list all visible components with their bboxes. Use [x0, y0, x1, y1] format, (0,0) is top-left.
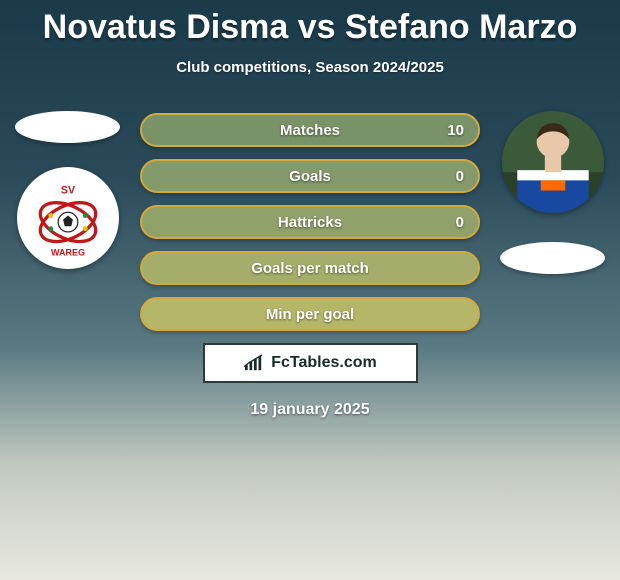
subtitle: Club competitions, Season 2024/2025 [0, 59, 620, 76]
page-title: Novatus Disma vs Stefano Marzo [0, 0, 620, 47]
stat-label: Hattricks [278, 214, 342, 231]
svg-text:WAREG: WAREG [51, 248, 85, 258]
right-name-pill [500, 242, 605, 274]
date-text: 19 january 2025 [0, 401, 620, 419]
left-player-column: SV WAREG [10, 111, 125, 269]
stat-row-hattricks: Hattricks 0 [140, 205, 480, 239]
right-player-column [495, 111, 610, 274]
club-badge-icon: SV WAREG [27, 177, 109, 259]
stat-row-matches: Matches 10 [140, 113, 480, 147]
left-club-logo: SV WAREG [17, 167, 119, 269]
stats-list: Matches 10 Goals 0 Hattricks 0 Goals per… [140, 111, 480, 331]
brand-badge: FcTables.com [203, 343, 418, 383]
brand-text: FcTables.com [271, 354, 377, 372]
stat-label: Matches [280, 122, 340, 139]
bar-chart-icon [243, 354, 265, 372]
svg-text:SV: SV [60, 184, 75, 196]
player-portrait-icon [502, 111, 604, 213]
stat-row-min-per-goal: Min per goal [140, 297, 480, 331]
stat-value-right: 0 [456, 214, 464, 231]
stat-label: Min per goal [266, 306, 354, 323]
stat-row-goals-per-match: Goals per match [140, 251, 480, 285]
stat-label: Goals per match [251, 260, 369, 277]
right-player-photo [502, 111, 604, 213]
comparison-panel: SV WAREG [0, 111, 620, 331]
stat-value-right: 10 [447, 122, 464, 139]
stat-row-goals: Goals 0 [140, 159, 480, 193]
left-name-pill [15, 111, 120, 143]
stat-label: Goals [289, 168, 331, 185]
stat-value-right: 0 [456, 168, 464, 185]
